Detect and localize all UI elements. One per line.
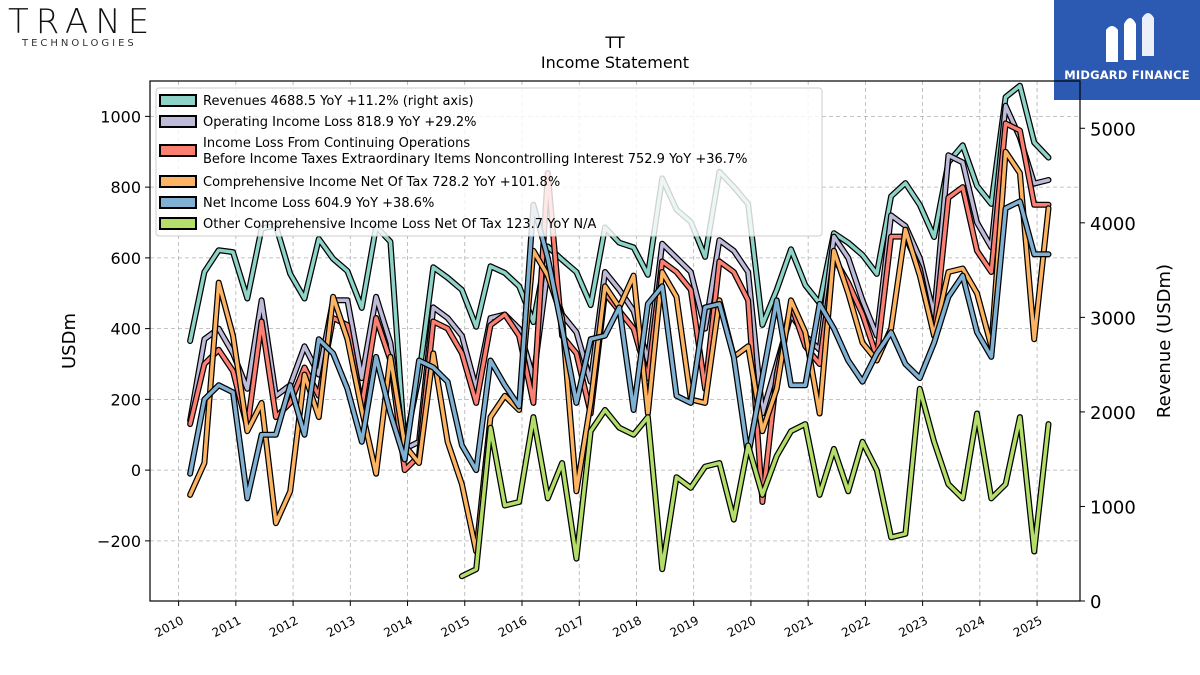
y-tick-label-right: 5000 (1090, 119, 1136, 140)
y-tick-label-left: 200 (110, 390, 141, 409)
legend-entry: Income Loss From Continuing Operations (203, 136, 470, 151)
y-tick-label-left: 400 (110, 320, 141, 339)
y-tick-label-right: 2000 (1090, 403, 1136, 424)
company-logo-subtext: TECHNOLOGIES (22, 38, 137, 49)
legend-entry: Revenues 4688.5 YoY +11.2% (right axis) (203, 94, 474, 109)
x-tick-label: 2021 (782, 613, 816, 640)
brand-badge: MIDGARD FINANCE (1054, 0, 1200, 100)
y-tick-label-left: 600 (110, 249, 141, 268)
x-tick-label: 2011 (210, 613, 244, 640)
legend-swatch (159, 175, 197, 188)
series-line (188, 199, 1051, 501)
x-tick-label: 2017 (553, 613, 587, 640)
company-logo-text: TRANE (8, 2, 157, 42)
x-tick-label: 2025 (1011, 613, 1045, 640)
legend-entry: Operating Income Loss 818.9 YoY +29.2% (203, 115, 477, 130)
y-tick-label-right: 4000 (1090, 214, 1136, 235)
x-tick-label: 2014 (381, 613, 415, 640)
x-tick-label: 2022 (839, 613, 873, 640)
brand-name: MIDGARD FINANCE (1064, 68, 1190, 82)
y-tick-label-left: 800 (110, 178, 141, 197)
y-tick-label-right: 0 (1090, 592, 1101, 613)
legend-box (155, 87, 823, 237)
legend-swatch (159, 94, 197, 107)
x-tick-label: 2023 (896, 613, 930, 640)
legend-entry: Net Income Loss 604.9 YoY +38.6% (203, 196, 434, 211)
x-tick-label: 2020 (725, 613, 759, 640)
y-tick-label-right: 1000 (1090, 497, 1136, 518)
y-tick-label-left: −200 (97, 532, 141, 551)
series-line (188, 83, 1051, 448)
x-tick-label: 2015 (439, 613, 473, 640)
chart-title: TT (604, 33, 624, 52)
y-tick-label-left: 0 (131, 461, 141, 480)
company-logo: TRANE TECHNOLOGIES (4, 2, 164, 52)
y-tick-label-right: 3000 (1090, 308, 1136, 329)
x-tick-label: 2024 (954, 613, 988, 640)
legend-swatch (159, 144, 197, 157)
y-tick-label-left: 1000 (100, 107, 141, 126)
x-tick-label: 2013 (324, 613, 358, 640)
series-lines (187, 82, 1052, 580)
x-tick-label: 2010 (152, 613, 186, 640)
brand-mark-icon (1106, 13, 1154, 62)
x-tick-label: 2018 (610, 613, 644, 640)
legend-swatch (159, 115, 197, 128)
y-axis-label-right: Revenue (USDm) (1154, 264, 1175, 418)
series-line (460, 387, 1051, 578)
legend-entry: Before Income Taxes Extraordinary Items … (203, 152, 748, 167)
legend-swatch (159, 217, 197, 230)
x-tick-label: 2019 (668, 613, 702, 640)
legend-swatch (159, 196, 197, 209)
legend-entry: Other Comprehensive Income Loss Net Of T… (203, 217, 597, 232)
legend: Revenues 4688.5 YoY +11.2% (right axis) O… (155, 87, 823, 237)
chart-subtitle: Income Statement (541, 53, 689, 72)
x-tick-label: 2012 (267, 613, 301, 640)
legend-entry: Comprehensive Income Net Of Tax 728.2 Yo… (203, 175, 560, 190)
y-axis-label-left: USDm (59, 313, 80, 369)
x-tick-label: 2016 (496, 613, 530, 640)
plot-frame (149, 80, 1081, 602)
